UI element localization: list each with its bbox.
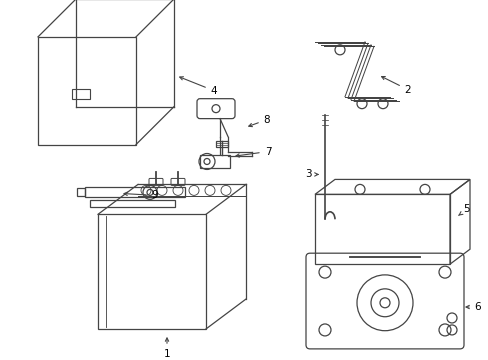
Text: 7: 7	[236, 147, 271, 157]
Text: 4: 4	[180, 77, 217, 96]
Text: 1: 1	[163, 338, 170, 359]
Text: 2: 2	[381, 77, 410, 95]
Text: 9: 9	[124, 190, 158, 201]
Text: 6: 6	[465, 302, 480, 312]
Text: 5: 5	[458, 204, 469, 215]
Text: 8: 8	[248, 114, 270, 127]
Text: 3: 3	[304, 170, 317, 179]
